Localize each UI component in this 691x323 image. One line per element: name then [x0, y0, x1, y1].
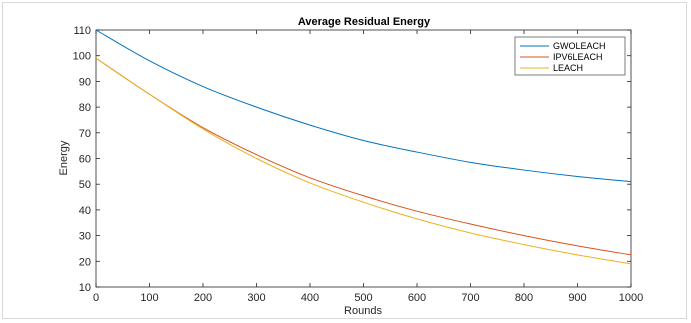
- series-line-leach: [95, 57, 632, 265]
- x-axis: 0 100 200 300 400 500 600 700 800 900 1000: [93, 30, 643, 304]
- data-point-leach: [202, 128, 203, 129]
- y-tick-label: 80: [79, 102, 91, 114]
- data-point-gwoleach: [309, 124, 310, 125]
- legend-label-ipv6leach: IPV6LEACH: [553, 52, 603, 62]
- data-point-gwoleach: [256, 107, 257, 108]
- y-tick-label: 90: [79, 76, 91, 88]
- data-point-gwoleach: [523, 169, 524, 170]
- data-point-ipv6leach: [577, 245, 578, 246]
- x-tick-label: 1000: [619, 292, 643, 304]
- x-tick-label: 0: [93, 292, 99, 304]
- y-tick-label: 100: [73, 51, 91, 63]
- data-point-leach: [630, 263, 631, 264]
- data-point-leach: [95, 58, 96, 59]
- data-point-ipv6leach: [363, 195, 364, 196]
- legend-label-gwoleach: GWOLEACH: [553, 41, 606, 51]
- data-point-ipv6leach: [309, 177, 310, 178]
- y-tick-label: 110: [73, 25, 91, 37]
- y-tick-label: 60: [79, 154, 91, 166]
- data-point-leach: [416, 218, 417, 219]
- data-point-ipv6leach: [470, 223, 471, 224]
- y-tick-label: 30: [79, 231, 91, 243]
- data-point-gwoleach: [149, 60, 150, 61]
- data-point-leach: [309, 182, 310, 183]
- data-point-gwoleach: [363, 140, 364, 141]
- data-point-gwoleach: [630, 181, 631, 182]
- data-point-gwoleach: [202, 86, 203, 87]
- x-tick-label: 300: [247, 292, 265, 304]
- y-tick-label: 70: [79, 128, 91, 140]
- x-tick-label: 500: [354, 292, 372, 304]
- data-point-ipv6leach: [630, 254, 631, 255]
- data-point-gwoleach: [416, 151, 417, 152]
- x-tick-label: 400: [301, 292, 319, 304]
- x-tick-label: 600: [408, 292, 426, 304]
- data-point-ipv6leach: [416, 211, 417, 212]
- legend-label-leach: LEACH: [553, 63, 583, 73]
- x-tick-label: 800: [515, 292, 533, 304]
- data-point-ipv6leach: [202, 127, 203, 128]
- y-tick-label: 40: [79, 205, 91, 217]
- series-lines: [95, 29, 632, 265]
- data-point-ipv6leach: [523, 235, 524, 236]
- y-axis-label: Energy: [58, 140, 70, 175]
- data-point-leach: [256, 158, 257, 159]
- y-tick-label: 20: [79, 256, 91, 268]
- series-line-gwoleach: [95, 29, 632, 183]
- data-point-leach: [149, 94, 150, 95]
- data-point-gwoleach: [95, 29, 96, 30]
- data-point-leach: [470, 232, 471, 233]
- data-point-leach: [577, 254, 578, 255]
- data-point-ipv6leach: [256, 154, 257, 155]
- x-tick-label: 900: [568, 292, 586, 304]
- data-point-gwoleach: [577, 176, 578, 177]
- data-point-leach: [523, 244, 524, 245]
- data-point-gwoleach: [470, 162, 471, 163]
- y-tick-label: 10: [79, 282, 91, 294]
- x-tick-label: 200: [194, 292, 212, 304]
- x-tick-label: 100: [140, 292, 158, 304]
- legend-box: [514, 36, 626, 76]
- figure-frame: [2, 2, 687, 319]
- y-tick-label: 50: [79, 179, 91, 191]
- x-tick-label: 700: [461, 292, 479, 304]
- y-axis: 10 20 30 40 50 60 70 80 90 100 110: [73, 25, 631, 294]
- data-point-leach: [363, 202, 364, 203]
- chart-title: Average Residual Energy: [298, 16, 431, 28]
- x-axis-label: Rounds: [344, 305, 382, 317]
